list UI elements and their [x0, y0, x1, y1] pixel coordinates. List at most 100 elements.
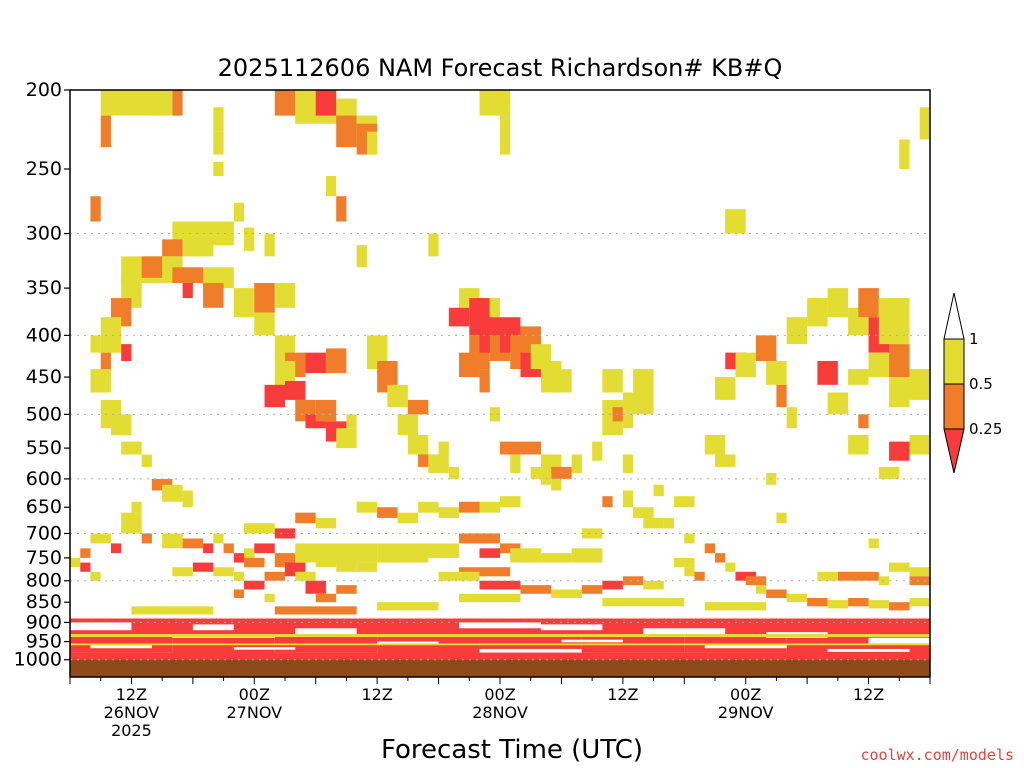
richardson-cell: [755, 335, 777, 361]
richardson-cell: [899, 139, 910, 169]
richardson-cell: [172, 567, 193, 577]
richardson-cell: [213, 131, 224, 155]
richardson-cell: [622, 490, 634, 508]
richardson-cell: [264, 233, 275, 257]
richardson-cell: [336, 196, 347, 222]
richardson-cell: [755, 585, 767, 594]
richardson-cell: [336, 428, 357, 449]
richardson-cell: [602, 369, 623, 393]
richardson-cell: [315, 90, 337, 116]
richardson-cell: [90, 369, 111, 393]
richardson-cell: [407, 399, 429, 415]
colorbar-bin-white: [943, 292, 965, 340]
richardson-cell: [213, 567, 234, 577]
boundary-layer-streak: [90, 645, 152, 649]
richardson-cell: [438, 441, 449, 455]
richardson-cell: [315, 593, 337, 603]
richardson-cell: [776, 384, 787, 408]
richardson-cell: [500, 496, 521, 508]
richardson-cell: [233, 589, 245, 599]
richardson-cell: [233, 202, 245, 222]
richardson-cell: [827, 392, 849, 415]
richardson-cell: [715, 454, 736, 467]
boundary-layer-streak: [643, 628, 726, 635]
richardson-cell: [715, 377, 736, 400]
richardson-cell: [418, 501, 439, 513]
richardson-cell: [336, 585, 357, 594]
x-tick-label: 12Z: [361, 685, 392, 704]
y-tick-label: 900: [26, 611, 62, 633]
richardson-cell: [131, 501, 142, 513]
colorbar-label: 0.25: [969, 420, 1002, 438]
boundary-layer-streak: [459, 622, 541, 629]
richardson-cell: [121, 512, 142, 534]
richardson-cell: [110, 543, 122, 554]
richardson-cell: [489, 407, 500, 422]
richardson-cell: [459, 567, 511, 577]
richardson-cell: [786, 407, 797, 429]
richardson-cell: [571, 454, 582, 473]
heatmap-cells: [70, 90, 930, 677]
richardson-cell: [438, 571, 480, 581]
richardson-cell: [807, 298, 828, 327]
richardson-cell: [622, 576, 644, 586]
richardson-cell: [592, 441, 603, 461]
colorbar-label: 1: [969, 330, 979, 348]
y-tick-label: 1000: [14, 649, 62, 671]
richardson-cell: [377, 360, 398, 393]
boundary-layer-streak: [274, 606, 357, 615]
richardson-cell: [919, 107, 930, 140]
boundary-layer-streak: [602, 598, 685, 607]
richardson-cell: [848, 369, 869, 385]
richardson-cell: [203, 267, 234, 289]
richardson-cell: [848, 598, 869, 607]
richardson-cell: [848, 434, 869, 455]
richardson-cell: [500, 441, 521, 455]
richardson-cell: [182, 538, 204, 549]
richardson-cell: [725, 562, 736, 572]
richardson-cell: [889, 344, 910, 378]
boundary-layer-streak: [540, 624, 603, 631]
richardson-cell: [817, 571, 838, 581]
richardson-cell: [540, 553, 572, 563]
richardson-cell: [387, 384, 408, 408]
y-tick-label: 700: [26, 522, 62, 544]
y-tick-label: 300: [26, 223, 62, 245]
y-tick-label: 500: [26, 403, 62, 425]
richardson-cell: [909, 434, 930, 455]
richardson-cell: [868, 600, 890, 609]
richardson-cell: [633, 507, 654, 518]
x-tick-label: 12Z: [116, 685, 147, 704]
richardson-cell: [233, 571, 245, 581]
richardson-cell: [909, 369, 930, 400]
richardson-cell: [213, 161, 224, 177]
richardson-cell: [459, 533, 500, 544]
richardson-cell: [295, 571, 316, 581]
colorbar-label: 0.5: [969, 375, 993, 393]
richardson-cell: [254, 312, 275, 336]
richardson-cell: [551, 478, 562, 491]
boundary-layer-streak: [827, 648, 910, 652]
richardson-cell: [827, 288, 849, 318]
richardson-cell: [633, 369, 654, 393]
richardson-cell: [581, 585, 603, 594]
richardson-cell: [643, 517, 664, 529]
richardson-cell: [428, 454, 449, 473]
richardson-cell: [151, 478, 173, 491]
y-tick-label: 800: [26, 570, 62, 592]
colorbar-bin-red: [943, 428, 965, 474]
richardson-cell: [766, 589, 787, 599]
richardson-cell: [500, 98, 511, 155]
richardson-cell: [233, 288, 255, 318]
richardson-cell: [80, 548, 91, 558]
richardson-cell: [141, 256, 163, 278]
richardson-cell: [110, 414, 132, 435]
richardson-cell: [100, 115, 111, 148]
richardson-cell: [295, 543, 378, 563]
richardson-cell: [162, 239, 183, 257]
richardson-cell: [510, 454, 521, 473]
richardson-cell: [264, 593, 275, 603]
x-tick-label: 00Z: [484, 685, 515, 704]
richardson-cell: [397, 512, 419, 524]
